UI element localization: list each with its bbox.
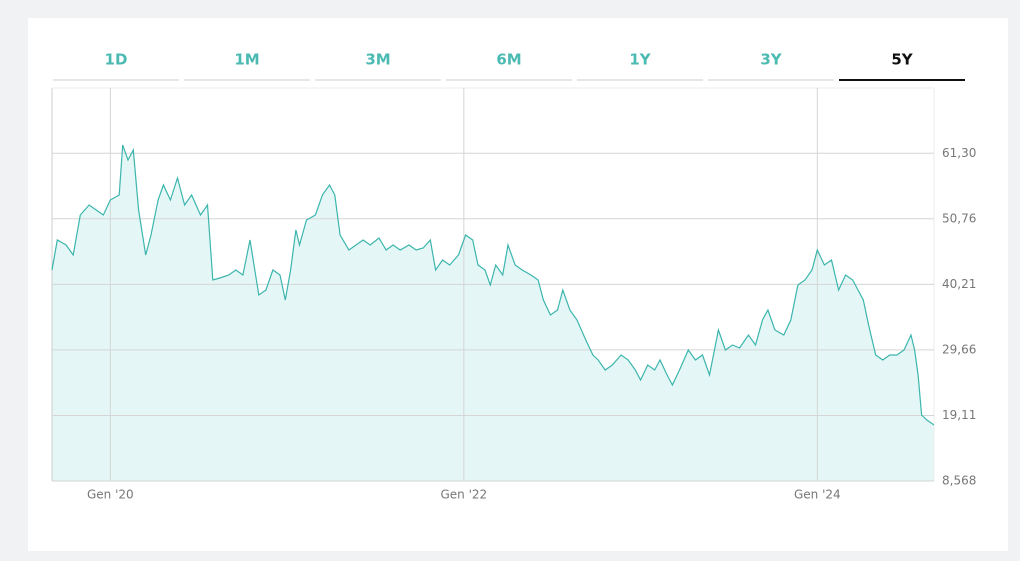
tab-label[interactable]: 1D (105, 51, 128, 69)
x-tick-label: Gen '20 (87, 488, 134, 502)
y-tick-label: 40,21 (942, 277, 976, 291)
tab-label[interactable]: 5Y (891, 51, 913, 69)
x-tick-label: Gen '22 (440, 488, 487, 502)
tab-label[interactable]: 3Y (760, 51, 782, 69)
tab-label[interactable]: 1Y (629, 51, 651, 69)
x-tick-label: Gen '24 (794, 488, 841, 502)
tab-label[interactable]: 1M (234, 51, 259, 69)
y-tick-label: 50,76 (942, 211, 976, 225)
tab-label[interactable]: 3M (365, 51, 390, 69)
y-tick-label: 29,66 (942, 342, 976, 356)
y-tick-label: 19,11 (942, 408, 976, 422)
price-line (51, 144, 935, 426)
area-fill (52, 145, 934, 481)
tab-label[interactable]: 6M (496, 51, 521, 69)
y-tick-label: 61,30 (942, 146, 976, 160)
y-tick-label: 8,568 (942, 474, 976, 488)
